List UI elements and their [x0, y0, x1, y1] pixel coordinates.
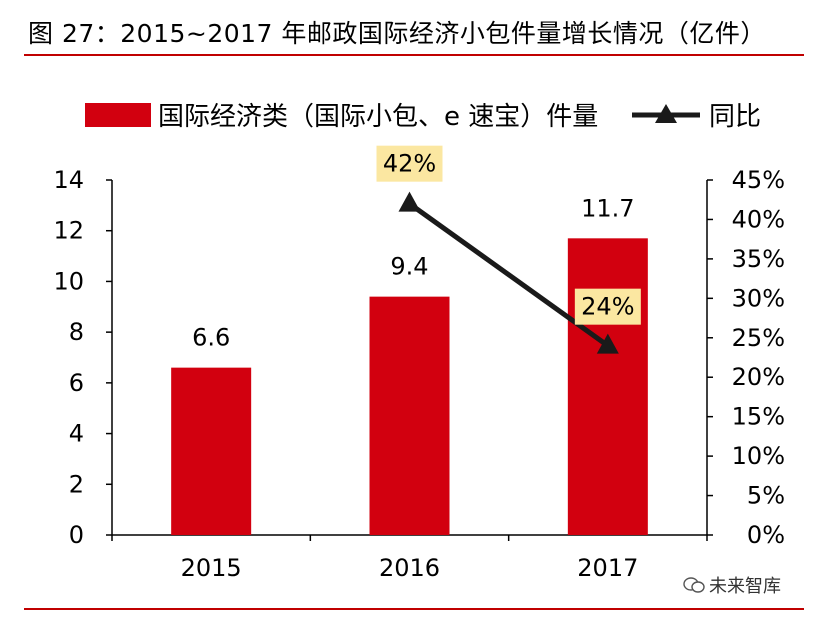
- bar-data-label: 9.4: [390, 253, 428, 281]
- bar: [567, 238, 648, 536]
- legend-line-label: 同比: [709, 102, 761, 132]
- right-tick-label: 40%: [732, 205, 785, 233]
- bar: [171, 367, 252, 535]
- right-tick-label: 10%: [732, 442, 785, 470]
- legend-bar-label: 国际经济类（国际小包、e 速宝）件量: [158, 102, 598, 132]
- yoy-label-box: [376, 145, 443, 182]
- left-tick-label: 10: [53, 267, 84, 295]
- left-tick-label: 0: [69, 521, 84, 549]
- watermark: 未来智库: [683, 572, 781, 598]
- legend-bar-swatch: [85, 103, 151, 127]
- legend: 国际经济类（国际小包、e 速宝）件量 同比: [85, 102, 761, 132]
- bar: [369, 296, 450, 535]
- wechat-icon: [683, 577, 705, 593]
- right-tick-label: 0%: [747, 521, 785, 549]
- yoy-line: [408, 201, 610, 348]
- left-tick-label: 4: [69, 420, 84, 448]
- yoy-marker-triangle: [596, 333, 619, 354]
- figure-title: 图 27：2015~2017 年邮政国际经济小包件量增长情况（亿件）: [28, 19, 766, 48]
- title-divider: [24, 54, 804, 56]
- bar-data-label: 6.6: [192, 324, 230, 352]
- x-tick-label: 2015: [181, 554, 242, 582]
- x-tick-label: 2016: [379, 554, 440, 582]
- legend-triangle-icon: [655, 104, 677, 123]
- right-tick-label: 15%: [732, 403, 785, 431]
- footer-divider: [24, 608, 804, 610]
- yoy-marker-triangle: [398, 191, 421, 212]
- left-tick-label: 8: [69, 318, 84, 346]
- left-tick-label: 6: [69, 369, 84, 397]
- yoy-label-box: [574, 288, 641, 325]
- right-tick-label: 5%: [747, 482, 785, 510]
- watermark-text: 未来智库: [709, 576, 781, 597]
- right-tick-label: 20%: [732, 363, 785, 391]
- bar-data-label: 11.7: [581, 194, 634, 222]
- left-tick-label: 14: [53, 166, 84, 194]
- right-tick-label: 30%: [732, 284, 785, 312]
- right-tick-label: 35%: [732, 245, 785, 273]
- x-tick-label: 2017: [577, 554, 638, 582]
- yoy-data-label: 24%: [581, 293, 634, 321]
- right-tick-label: 45%: [732, 166, 785, 194]
- left-tick-label: 12: [53, 217, 84, 245]
- right-tick-label: 25%: [732, 324, 785, 352]
- yoy-data-label: 42%: [383, 150, 436, 178]
- left-tick-label: 2: [69, 470, 84, 498]
